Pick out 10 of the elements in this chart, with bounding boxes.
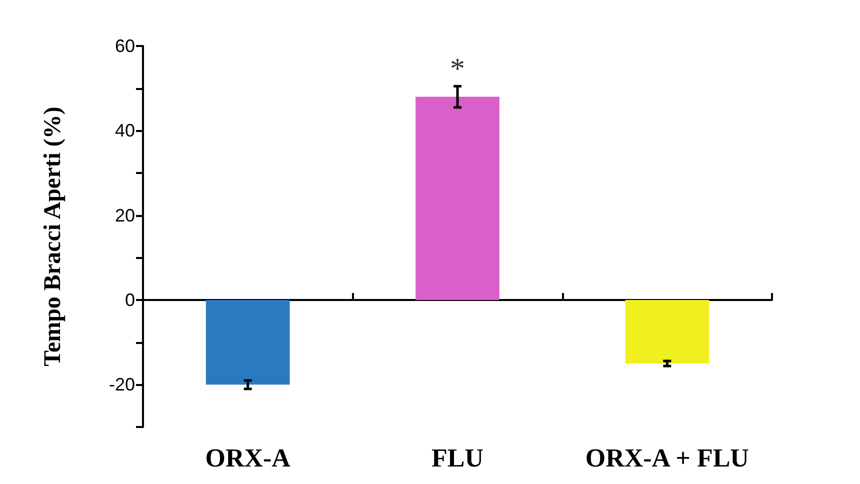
y-tick-label: 0 <box>124 290 135 310</box>
x-tick-label: FLU <box>432 444 484 472</box>
x-tick-label: ORX-A + FLU <box>585 444 750 472</box>
x-tick-label: ORX-A <box>205 444 291 472</box>
y-tick-label: 20 <box>114 205 135 226</box>
annotation: * <box>450 52 465 86</box>
y-tick-label: 60 <box>114 36 135 56</box>
y-axis-title: Tempo Bracci Aperti (%) <box>40 106 66 366</box>
y-tick-label: -20 <box>108 374 135 395</box>
y-tick-label: 40 <box>114 120 135 141</box>
